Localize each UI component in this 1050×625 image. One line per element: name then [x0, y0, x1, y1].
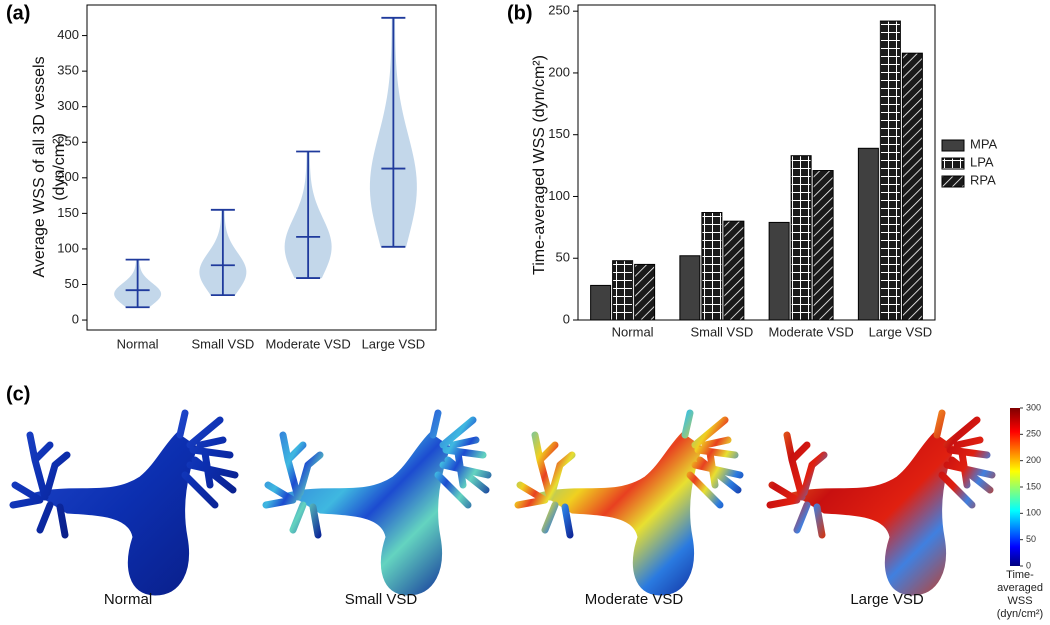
colorbar-tick-label: 250: [1026, 429, 1041, 439]
bar: [857, 147, 879, 321]
legend-swatch: [941, 157, 965, 170]
y-tick-label: 100: [548, 188, 570, 203]
bar: [812, 170, 834, 321]
legend-swatch: [941, 175, 965, 188]
caption: Normal: [104, 591, 152, 608]
colorbar-label: averaged: [997, 582, 1043, 594]
bar: [612, 260, 634, 321]
y-tick-label: 300: [57, 98, 79, 113]
y-tick-label: 100: [57, 240, 79, 255]
legend-label: MPA: [970, 136, 998, 151]
bar: [634, 263, 656, 321]
colorbar-tick-label: 0: [1026, 560, 1031, 570]
colorbar-tick-label: 100: [1026, 508, 1041, 518]
y-tick-label: 350: [57, 63, 79, 78]
panel-label: (a): [6, 2, 30, 24]
y-tick-label: 0: [72, 311, 79, 326]
y-tick-label: 250: [548, 3, 570, 18]
x-tick-label: Normal: [612, 324, 654, 339]
plot-frame: [86, 4, 437, 331]
y-tick-label: 200: [57, 169, 79, 184]
y-tick-label: 150: [57, 205, 79, 220]
legend-swatch: [941, 139, 965, 152]
bar: [879, 20, 901, 321]
colorbar-tick-label: 50: [1026, 534, 1036, 544]
vessel-renderings: [13, 413, 992, 595]
legend-label: RPA: [970, 172, 996, 187]
y-tick-label: 250: [57, 134, 79, 149]
x-tick-label: Small VSD: [690, 324, 753, 339]
y-tick-label: 0: [563, 311, 570, 326]
bar: [701, 212, 723, 321]
x-tick-label: Small VSD: [191, 336, 254, 351]
bar: [723, 220, 745, 321]
y-tick-label: 200: [548, 64, 570, 79]
legend-label: LPA: [970, 154, 994, 169]
panel-label: (c): [6, 383, 30, 405]
x-tick-label: Large VSD: [362, 336, 426, 351]
bar: [679, 255, 701, 321]
colorbar-tick-label: 300: [1026, 402, 1041, 412]
y-tick-label: 400: [57, 27, 79, 42]
bar: [790, 155, 812, 321]
colorbar: [1010, 408, 1020, 566]
x-tick-label: Moderate VSD: [768, 324, 853, 339]
y-axis-label: Time-averaged WSS (dyn/cm²): [531, 55, 548, 275]
x-tick-label: Large VSD: [869, 324, 933, 339]
y-tick-label: 150: [548, 126, 570, 141]
caption: Moderate VSD: [585, 591, 684, 608]
y-tick-label: 50: [65, 276, 79, 291]
colorbar-label: WSS: [1007, 595, 1032, 607]
caption: Small VSD: [345, 591, 418, 608]
plot-frame: [577, 4, 936, 321]
y-axis-label: Average WSS of all 3D vessels: [31, 56, 48, 277]
bar: [768, 221, 790, 321]
caption: Large VSD: [850, 591, 924, 608]
y-tick-label: 50: [556, 250, 570, 265]
colorbar-tick-label: 150: [1026, 481, 1041, 491]
colorbar-tick-label: 200: [1026, 455, 1041, 465]
x-tick-label: Moderate VSD: [265, 336, 350, 351]
bar: [901, 52, 923, 321]
x-tick-label: Normal: [117, 336, 159, 351]
colorbar-label: (dyn/cm²): [997, 608, 1043, 620]
colorbar-label: Time-: [1006, 569, 1034, 581]
panel-label: (b): [507, 2, 533, 24]
y-axis-label: (dyn/cm²): [51, 133, 68, 201]
bar: [590, 284, 612, 321]
